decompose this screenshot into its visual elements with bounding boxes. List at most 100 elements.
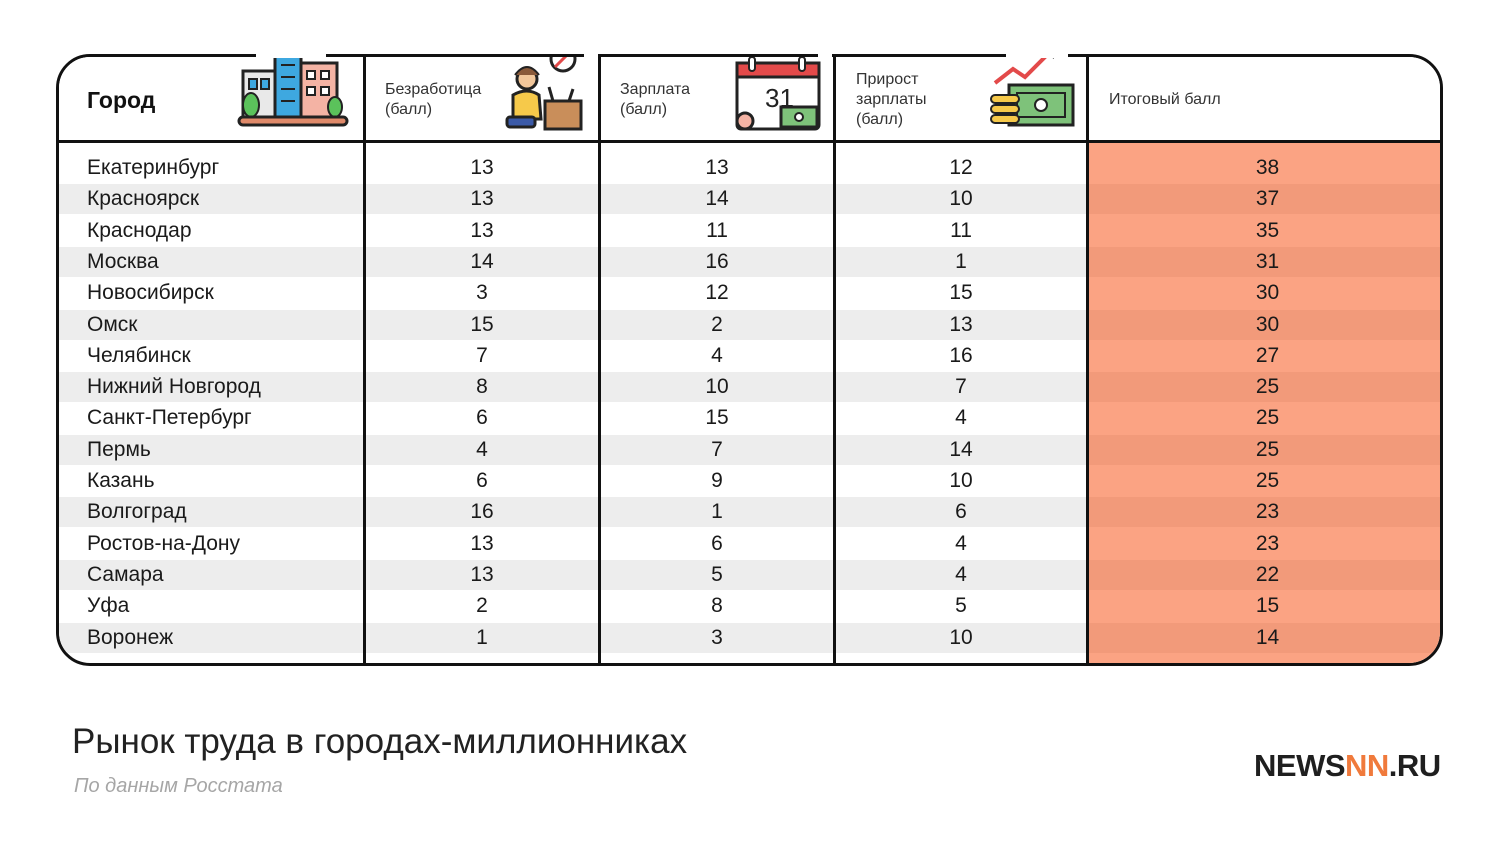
header-unemployment: Безработица (балл) [385, 57, 481, 143]
header-salary-line2: (балл) [620, 101, 668, 118]
total-score: 25 [1255, 437, 1280, 461]
growth-score: 11 [950, 218, 972, 242]
growth-score: 13 [949, 312, 973, 336]
total-score: 30 [1255, 281, 1280, 305]
salary-score: 7 [711, 437, 723, 461]
newsnn-logo: NEWSNN.RU [1254, 748, 1441, 784]
unemployment-score: 6 [476, 406, 488, 430]
salary-score: 1 [711, 500, 723, 524]
salary-score: 2 [711, 312, 723, 336]
row-stripe [59, 559, 1086, 590]
unemployed-person-icon [505, 57, 583, 131]
row-stripe [59, 622, 1086, 653]
column-divider-4 [1086, 57, 1089, 663]
city-name: Москва [87, 249, 159, 273]
header-salary-line1: Зарплата [620, 81, 691, 98]
header-city: Город [87, 86, 156, 113]
city-name: Новосибирск [87, 281, 214, 305]
city-name: Санкт-Петербург [87, 406, 252, 430]
salary-score: 6 [711, 531, 723, 555]
row-stripe-score [1087, 372, 1440, 403]
city-name: Волгоград [87, 500, 187, 524]
salary-score: 3 [711, 625, 723, 649]
ranking-table: Город Безработица (балл) Зарплата (балл) П… [56, 54, 1443, 666]
unemployment-score: 16 [470, 500, 494, 524]
frame-gap-3 [818, 50, 832, 58]
row-stripe [59, 434, 1086, 465]
unemployment-score: 6 [476, 469, 488, 492]
salary-score: 11 [706, 218, 728, 242]
unemployment-score: 15 [470, 312, 494, 336]
unemployment-score: 13 [470, 156, 494, 179]
unemployment-score: 1 [476, 625, 488, 649]
table-header: Город Безработица (балл) Зарплата (балл) П… [59, 57, 1440, 143]
logo-text-right: .RU [1388, 748, 1441, 783]
header-unemployment-line2: (балл) [385, 101, 433, 118]
header-growth-line1: Прирост [856, 71, 919, 88]
growth-score: 4 [955, 531, 967, 555]
growth-score: 16 [949, 343, 973, 367]
row-stripe-score [1087, 184, 1440, 215]
page-title: Рынок труда в городах-миллионниках [72, 722, 688, 761]
growth-score: 4 [955, 562, 967, 586]
total-score: 31 [1255, 249, 1280, 273]
growth-score: 12 [949, 156, 973, 179]
unemployment-score: 13 [470, 187, 494, 211]
row-stripe-score [1087, 497, 1440, 528]
salary-score: 9 [711, 469, 723, 492]
column-divider-2 [598, 57, 601, 663]
salary-score: 5 [711, 562, 723, 586]
source-note: По данным Росстата [74, 775, 283, 797]
total-score: 37 [1255, 187, 1280, 211]
salary-score: 13 [705, 156, 729, 179]
salary-score: 4 [711, 343, 723, 367]
city-name: Нижний Новгород [87, 375, 261, 399]
total-score: 25 [1255, 469, 1280, 492]
total-score: 30 [1255, 312, 1280, 336]
unemployment-score: 8 [476, 375, 488, 399]
row-stripe-score [1087, 559, 1440, 590]
row-stripe [59, 246, 1086, 277]
unemployment-score: 13 [470, 531, 494, 555]
logo-text-left: NEWS [1254, 748, 1346, 783]
city-buildings-icon [237, 57, 349, 127]
city-name: Самара [87, 562, 164, 586]
salary-score: 8 [711, 594, 723, 618]
growth-score: 14 [949, 437, 973, 461]
city-name: Омск [87, 312, 138, 336]
header-unemployment-line1: Безработица [385, 81, 482, 98]
salary-score: 10 [705, 375, 729, 399]
salary-score: 12 [705, 281, 729, 305]
payday-calendar-icon: 31 [735, 57, 821, 131]
column-divider-1 [363, 57, 366, 663]
total-score: 14 [1255, 625, 1280, 649]
frame-gap-2 [584, 50, 598, 58]
frame-gap-1 [256, 50, 326, 58]
city-name: Краснодар [87, 218, 192, 242]
money-growth-icon [990, 57, 1075, 127]
unemployment-score: 14 [470, 249, 494, 273]
growth-score: 10 [949, 625, 973, 649]
growth-score: 10 [949, 469, 973, 492]
total-score: 23 [1255, 500, 1280, 524]
row-stripe [59, 184, 1086, 215]
salary-score: 15 [705, 406, 729, 430]
total-score: 38 [1255, 156, 1280, 179]
city-name: Екатеринбург [87, 156, 220, 179]
total-score: 27 [1255, 343, 1280, 367]
row-stripe-score [1087, 622, 1440, 653]
unemployment-score: 7 [476, 343, 488, 367]
row-stripe [59, 309, 1086, 340]
total-score: 15 [1255, 594, 1280, 618]
salary-score: 14 [705, 187, 729, 211]
total-score: 23 [1255, 531, 1280, 555]
unemployment-score: 13 [470, 218, 494, 242]
city-name: Красноярск [87, 187, 200, 211]
unemployment-score: 13 [470, 562, 494, 586]
header-total: Итоговый балл [1109, 91, 1221, 108]
unemployment-score: 2 [476, 594, 488, 618]
total-score: 25 [1255, 406, 1280, 430]
row-stripe-score [1087, 434, 1440, 465]
city-name: Уфа [87, 594, 130, 618]
salary-score: 16 [705, 249, 729, 273]
